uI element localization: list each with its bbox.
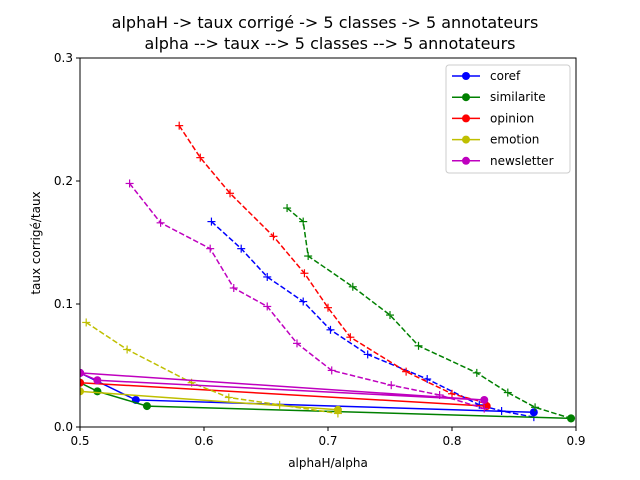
series-coref-plus-marker bbox=[207, 217, 216, 226]
series-similarite-dot-marker bbox=[93, 387, 102, 396]
legend-entry-opinion: opinion bbox=[452, 111, 534, 125]
series-emotion-solid-line bbox=[80, 390, 338, 411]
y-tick-label: 0.2 bbox=[54, 174, 73, 188]
series-newsletter-plus-marker bbox=[387, 381, 396, 390]
y-axis: 0.0 0.1 0.2 0.3 bbox=[54, 51, 80, 434]
series-similarite-dot-marker bbox=[567, 414, 576, 423]
series-opinion-dashed-line bbox=[178, 125, 485, 404]
series-newsletter-plus-marker bbox=[125, 179, 134, 188]
series-similarite bbox=[80, 204, 576, 423]
series-similarite-plus-marker bbox=[299, 217, 308, 226]
legend-entry-emotion: emotion bbox=[452, 133, 539, 147]
legend-box bbox=[445, 64, 571, 174]
series-newsletter bbox=[80, 179, 489, 413]
series-newsletter-plus-marker bbox=[229, 284, 238, 293]
legend-label: opinion bbox=[490, 111, 534, 125]
y-tick-label: 0.1 bbox=[54, 297, 73, 311]
series-similarite-solid-line bbox=[80, 382, 572, 420]
legend-label: newsletter bbox=[490, 154, 554, 168]
series-similarite-plus-marker bbox=[503, 388, 512, 397]
legend-marker bbox=[462, 135, 470, 144]
series-coref-dashed-line bbox=[210, 221, 534, 418]
series-similarite-plus-marker bbox=[348, 282, 357, 291]
series-similarite-plus-marker bbox=[531, 403, 540, 412]
series-newsletter-dot-marker bbox=[93, 376, 102, 385]
series-similarite-plus-marker bbox=[283, 204, 292, 213]
series-similarite-plus-marker bbox=[386, 311, 394, 320]
series-opinion-plus-marker bbox=[448, 389, 456, 398]
series-coref-plus-marker bbox=[423, 375, 432, 384]
legend-marker bbox=[462, 156, 470, 165]
legend-entry-newsletter: newsletter bbox=[452, 154, 554, 168]
series-emotion-dot-marker bbox=[333, 405, 342, 414]
x-tick-label: 0.9 bbox=[566, 434, 585, 448]
series-opinion-plus-marker bbox=[402, 367, 411, 376]
series-opinion-plus-marker bbox=[226, 189, 235, 198]
series-newsletter-dot-marker bbox=[80, 368, 84, 377]
series-newsletter-dot-marker bbox=[480, 395, 489, 404]
series-newsletter-plus-marker bbox=[156, 218, 165, 227]
series-emotion bbox=[80, 318, 342, 418]
x-tick-label: 0.8 bbox=[442, 434, 461, 448]
series-similarite-dashed-line bbox=[286, 207, 572, 420]
legend-entry-coref: coref bbox=[452, 69, 521, 83]
series-opinion-plus-marker bbox=[175, 121, 184, 130]
series-similarite-plus-marker bbox=[304, 252, 313, 261]
chart-title-line1: alphaH -> taux corrigé -> 5 classes -> 5… bbox=[112, 13, 539, 32]
series-emotion-dot-marker bbox=[80, 387, 84, 396]
series-layer bbox=[80, 121, 576, 423]
series-opinion-dot-marker bbox=[80, 378, 84, 387]
series-coref-plus-marker bbox=[263, 272, 272, 281]
y-tick-label: 0.3 bbox=[54, 51, 73, 65]
legend: coref similarite opinion emotion newsletter bbox=[445, 64, 571, 174]
series-similarite-dot-marker bbox=[142, 402, 151, 411]
series-newsletter-plus-marker bbox=[206, 244, 215, 253]
series-similarite-plus-marker bbox=[472, 368, 481, 377]
series-newsletter-plus-marker bbox=[327, 366, 336, 375]
legend-label: emotion bbox=[490, 133, 539, 147]
series-newsletter-solid-line bbox=[80, 372, 485, 401]
series-newsletter-dashed-line bbox=[129, 182, 485, 410]
series-newsletter-plus-marker bbox=[293, 339, 301, 348]
x-tick-label: 0.5 bbox=[70, 434, 89, 448]
series-emotion-plus-marker bbox=[123, 345, 132, 354]
series-opinion-plus-marker bbox=[324, 303, 332, 312]
series-newsletter-plus-marker bbox=[263, 302, 272, 311]
legend-label: coref bbox=[490, 69, 521, 83]
x-axis: 0.5 0.6 0.7 0.8 0.9 bbox=[70, 427, 586, 448]
series-emotion-plus-marker bbox=[224, 393, 233, 402]
series-coref-plus-marker bbox=[326, 325, 335, 334]
series-coref-dot-marker bbox=[529, 408, 538, 417]
y-tick-label: 0.0 bbox=[54, 420, 73, 434]
series-coref-plus-marker bbox=[363, 350, 372, 359]
legend-label: similarite bbox=[490, 90, 546, 104]
chart-title-line2: alpha --> taux --> 5 classes --> 5 annot… bbox=[145, 34, 516, 53]
x-axis-label: alphaH/alpha bbox=[288, 456, 368, 470]
series-coref-plus-marker bbox=[299, 297, 308, 306]
series-opinion-plus-marker bbox=[300, 269, 309, 278]
x-tick-label: 0.7 bbox=[318, 434, 337, 448]
series-emotion-plus-marker bbox=[82, 318, 91, 327]
legend-marker bbox=[462, 72, 470, 80]
y-axis-label: taux corrigé/taux bbox=[29, 191, 43, 294]
series-opinion-plus-marker bbox=[196, 153, 205, 162]
legend-marker bbox=[462, 114, 470, 123]
series-opinion-plus-marker bbox=[346, 333, 355, 342]
legend-marker bbox=[462, 93, 470, 102]
series-coref-plus-marker bbox=[237, 244, 246, 253]
x-tick-label: 0.6 bbox=[194, 434, 213, 448]
series-opinion bbox=[80, 121, 491, 411]
legend-entry-similarite: similarite bbox=[452, 90, 546, 104]
series-newsletter-plus-marker bbox=[480, 404, 489, 413]
series-opinion-plus-marker bbox=[269, 232, 278, 241]
series-opinion-solid-line bbox=[80, 381, 487, 407]
series-similarite-plus-marker bbox=[414, 341, 423, 350]
